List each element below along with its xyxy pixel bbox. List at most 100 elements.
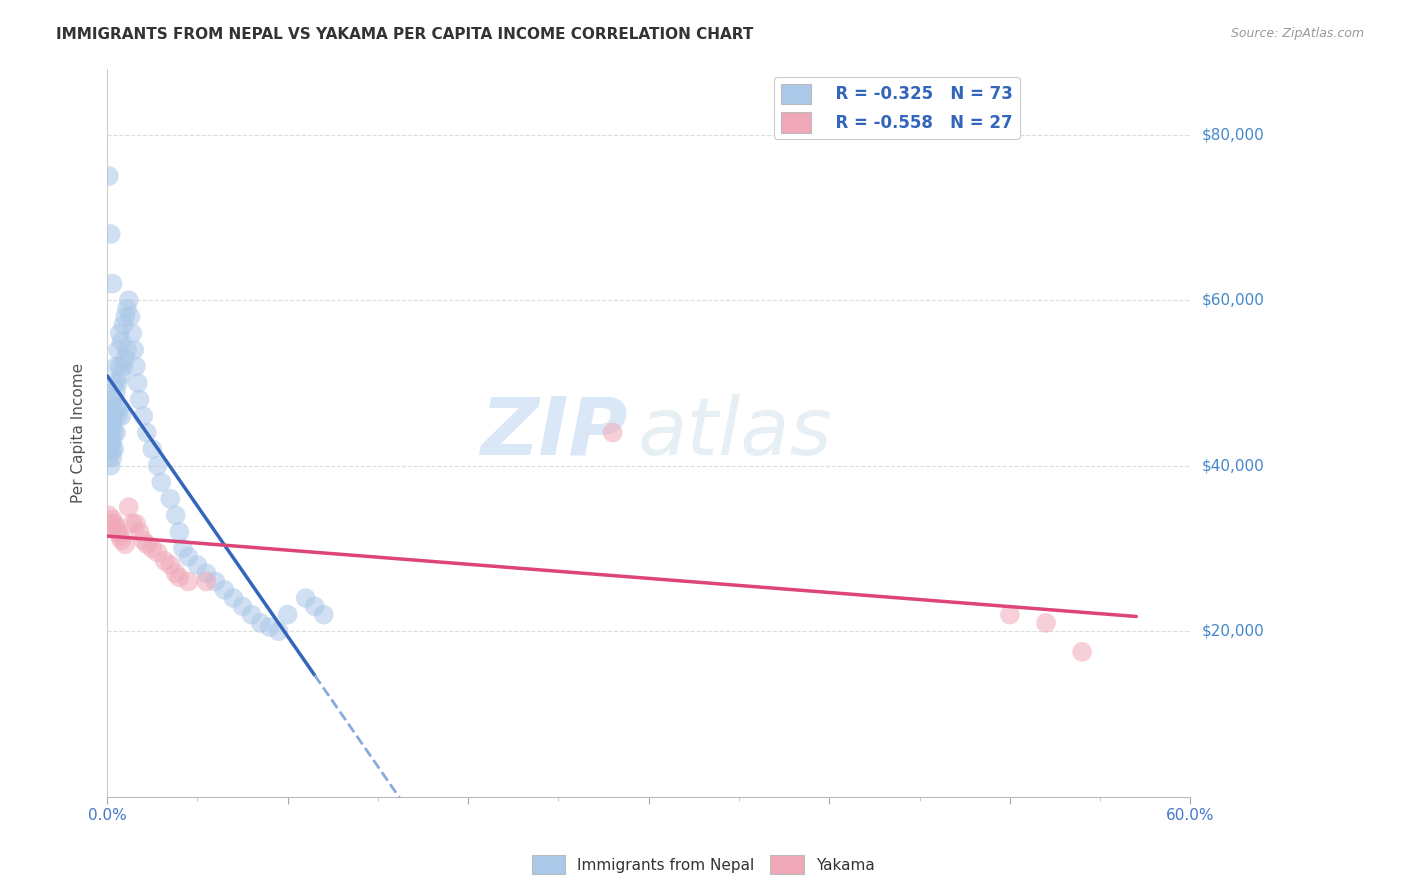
Point [97, 169, 120, 183]
Point [105, 384, 128, 399]
Text: $60,000: $60,000 [1202, 293, 1264, 308]
Point [294, 591, 316, 606]
Point [120, 310, 142, 324]
Point [159, 491, 181, 506]
Point [159, 558, 181, 572]
Point [110, 368, 132, 382]
Point [146, 545, 169, 559]
Legend:   R = -0.325   N = 73,   R = -0.558   N = 27: R = -0.325 N = 73, R = -0.558 N = 27 [775, 77, 1019, 139]
Point [107, 376, 129, 390]
Text: $80,000: $80,000 [1202, 128, 1264, 142]
Point [97, 450, 120, 465]
Text: ZIP: ZIP [479, 393, 627, 472]
Point [146, 458, 169, 473]
Point [97, 508, 120, 523]
Point [108, 326, 131, 341]
Point [277, 607, 299, 622]
Point [100, 417, 122, 432]
Text: IMMIGRANTS FROM NEPAL VS YAKAMA PER CAPITA INCOME CORRELATION CHART: IMMIGRANTS FROM NEPAL VS YAKAMA PER CAPI… [56, 27, 754, 42]
Point [100, 516, 122, 531]
Point [107, 343, 129, 357]
Point [100, 227, 122, 241]
Point [100, 401, 122, 415]
Point [107, 524, 129, 539]
Point [602, 425, 624, 440]
Point [103, 376, 125, 390]
Point [141, 442, 163, 457]
Point [121, 326, 143, 341]
Point [128, 524, 150, 539]
Point [110, 334, 132, 349]
Point [121, 516, 143, 531]
Point [127, 376, 149, 390]
Text: Source: ZipAtlas.com: Source: ZipAtlas.com [1230, 27, 1364, 40]
Text: $20,000: $20,000 [1202, 624, 1264, 639]
Point [214, 582, 236, 597]
Point [153, 554, 176, 568]
Point [135, 537, 157, 551]
Point [115, 301, 138, 316]
Point [105, 401, 128, 415]
Point [108, 529, 131, 543]
Point [177, 574, 200, 589]
Point [101, 450, 124, 465]
Point [169, 570, 191, 584]
Point [114, 310, 136, 324]
Point [107, 409, 129, 423]
Point [112, 318, 135, 332]
Point [105, 359, 128, 374]
Point [169, 524, 191, 539]
Point [118, 293, 141, 308]
Point [114, 537, 136, 551]
Point [108, 401, 131, 415]
Point [105, 521, 128, 535]
Point [101, 392, 124, 407]
Point [312, 607, 335, 622]
Legend: Immigrants from Nepal, Yakama: Immigrants from Nepal, Yakama [526, 849, 880, 880]
Point [97, 442, 120, 457]
Point [249, 615, 271, 630]
Point [103, 425, 125, 440]
Point [105, 425, 128, 440]
Point [118, 500, 141, 514]
Y-axis label: Per Capita Income: Per Capita Income [72, 362, 86, 503]
Text: atlas: atlas [638, 393, 832, 472]
Point [128, 392, 150, 407]
Point [103, 392, 125, 407]
Point [132, 533, 155, 548]
Point [108, 359, 131, 374]
Point [125, 516, 148, 531]
Point [240, 607, 263, 622]
Point [135, 425, 157, 440]
Point [97, 434, 120, 448]
Point [110, 533, 132, 548]
Point [1035, 615, 1057, 630]
Point [222, 591, 245, 606]
Point [150, 475, 173, 490]
Point [101, 512, 124, 526]
Point [177, 549, 200, 564]
Point [186, 558, 208, 572]
Point [195, 574, 218, 589]
Point [195, 566, 218, 581]
Point [115, 343, 138, 357]
Point [122, 343, 145, 357]
Point [110, 409, 132, 423]
Point [204, 574, 226, 589]
Point [101, 277, 124, 291]
Point [231, 599, 253, 614]
Point [101, 434, 124, 448]
Point [267, 624, 290, 639]
Point [101, 442, 124, 457]
Point [998, 607, 1021, 622]
Point [103, 442, 125, 457]
Point [172, 541, 194, 556]
Point [112, 359, 135, 374]
Point [165, 566, 187, 581]
Point [100, 458, 122, 473]
Point [141, 541, 163, 556]
Point [103, 516, 125, 531]
Point [132, 409, 155, 423]
Point [125, 359, 148, 374]
Point [1071, 645, 1094, 659]
